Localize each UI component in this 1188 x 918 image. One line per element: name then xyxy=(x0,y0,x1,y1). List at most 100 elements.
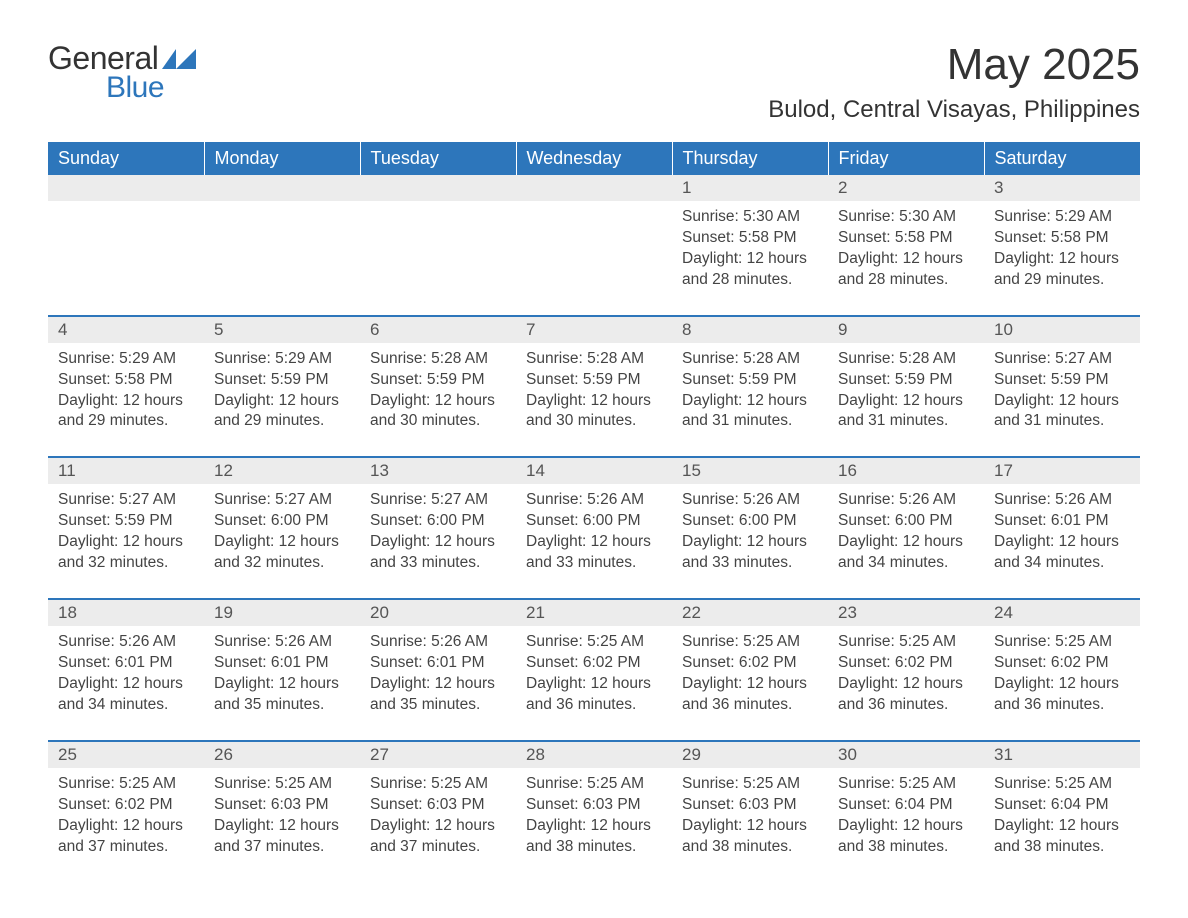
sunrise-line: Sunrise: 5:26 AM xyxy=(838,490,974,511)
sunrise-line: Sunrise: 5:28 AM xyxy=(838,349,974,370)
day-detail-cell: Sunrise: 5:25 AMSunset: 6:04 PMDaylight:… xyxy=(984,768,1140,882)
daylight-line: Daylight: 12 hours and 37 minutes. xyxy=(58,816,194,858)
day-detail-cell: Sunrise: 5:29 AMSunset: 5:59 PMDaylight:… xyxy=(204,343,360,458)
sunset-line: Sunset: 6:01 PM xyxy=(214,653,350,674)
daylight-line: Daylight: 12 hours and 29 minutes. xyxy=(994,249,1130,291)
sunrise-line: Sunrise: 5:28 AM xyxy=(682,349,818,370)
sunset-line: Sunset: 5:59 PM xyxy=(994,370,1130,391)
day-number-row: 25262728293031 xyxy=(48,741,1140,768)
day-detail-row: Sunrise: 5:25 AMSunset: 6:02 PMDaylight:… xyxy=(48,768,1140,882)
day-number-cell: 28 xyxy=(516,741,672,768)
day-detail-cell: Sunrise: 5:25 AMSunset: 6:03 PMDaylight:… xyxy=(672,768,828,882)
daylight-line: Daylight: 12 hours and 34 minutes. xyxy=(58,674,194,716)
daylight-line: Daylight: 12 hours and 29 minutes. xyxy=(58,391,194,433)
day-number-cell xyxy=(204,175,360,201)
title-block: May 2025 Bulod, Central Visayas, Philipp… xyxy=(768,40,1140,124)
daylight-line: Daylight: 12 hours and 36 minutes. xyxy=(994,674,1130,716)
sunrise-line: Sunrise: 5:29 AM xyxy=(58,349,194,370)
day-number-cell: 25 xyxy=(48,741,204,768)
day-detail-cell: Sunrise: 5:26 AMSunset: 6:01 PMDaylight:… xyxy=(48,626,204,741)
day-number-cell: 3 xyxy=(984,175,1140,201)
sunset-line: Sunset: 6:01 PM xyxy=(994,511,1130,532)
day-detail-cell: Sunrise: 5:26 AMSunset: 6:01 PMDaylight:… xyxy=(360,626,516,741)
sunset-line: Sunset: 6:03 PM xyxy=(526,795,662,816)
day-detail-cell: Sunrise: 5:26 AMSunset: 6:00 PMDaylight:… xyxy=(828,484,984,599)
day-detail-row: Sunrise: 5:29 AMSunset: 5:58 PMDaylight:… xyxy=(48,343,1140,458)
sunrise-line: Sunrise: 5:27 AM xyxy=(214,490,350,511)
day-detail-row: Sunrise: 5:26 AMSunset: 6:01 PMDaylight:… xyxy=(48,626,1140,741)
day-detail-cell: Sunrise: 5:25 AMSunset: 6:03 PMDaylight:… xyxy=(204,768,360,882)
sunset-line: Sunset: 6:02 PM xyxy=(838,653,974,674)
sunset-line: Sunset: 5:59 PM xyxy=(838,370,974,391)
daylight-line: Daylight: 12 hours and 38 minutes. xyxy=(526,816,662,858)
daylight-line: Daylight: 12 hours and 36 minutes. xyxy=(526,674,662,716)
daylight-line: Daylight: 12 hours and 36 minutes. xyxy=(682,674,818,716)
sunset-line: Sunset: 6:02 PM xyxy=(994,653,1130,674)
daylight-line: Daylight: 12 hours and 33 minutes. xyxy=(526,532,662,574)
sunset-line: Sunset: 5:59 PM xyxy=(526,370,662,391)
sunset-line: Sunset: 6:02 PM xyxy=(682,653,818,674)
daylight-line: Daylight: 12 hours and 32 minutes. xyxy=(58,532,194,574)
day-number-cell: 30 xyxy=(828,741,984,768)
day-detail-cell: Sunrise: 5:28 AMSunset: 5:59 PMDaylight:… xyxy=(360,343,516,458)
sunrise-line: Sunrise: 5:25 AM xyxy=(838,632,974,653)
day-number-cell: 11 xyxy=(48,457,204,484)
sunrise-line: Sunrise: 5:25 AM xyxy=(526,774,662,795)
sunset-line: Sunset: 5:59 PM xyxy=(58,511,194,532)
weekday-header: Tuesday xyxy=(360,142,516,175)
calendar-header-row: SundayMondayTuesdayWednesdayThursdayFrid… xyxy=(48,142,1140,175)
day-number-cell: 17 xyxy=(984,457,1140,484)
sunrise-line: Sunrise: 5:26 AM xyxy=(682,490,818,511)
day-detail-cell: Sunrise: 5:27 AMSunset: 6:00 PMDaylight:… xyxy=(204,484,360,599)
day-number-cell xyxy=(48,175,204,201)
sunset-line: Sunset: 6:02 PM xyxy=(58,795,194,816)
day-number-cell: 7 xyxy=(516,316,672,343)
day-number-cell: 19 xyxy=(204,599,360,626)
daylight-line: Daylight: 12 hours and 31 minutes. xyxy=(682,391,818,433)
sunset-line: Sunset: 5:59 PM xyxy=(370,370,506,391)
day-detail-row: Sunrise: 5:30 AMSunset: 5:58 PMDaylight:… xyxy=(48,201,1140,316)
day-detail-cell: Sunrise: 5:30 AMSunset: 5:58 PMDaylight:… xyxy=(828,201,984,316)
day-number-cell: 13 xyxy=(360,457,516,484)
sunset-line: Sunset: 5:58 PM xyxy=(838,228,974,249)
sunrise-line: Sunrise: 5:26 AM xyxy=(526,490,662,511)
day-number-cell: 31 xyxy=(984,741,1140,768)
day-detail-cell: Sunrise: 5:25 AMSunset: 6:04 PMDaylight:… xyxy=(828,768,984,882)
sunset-line: Sunset: 6:00 PM xyxy=(526,511,662,532)
sunset-line: Sunset: 5:58 PM xyxy=(682,228,818,249)
month-title: May 2025 xyxy=(768,40,1140,90)
daylight-line: Daylight: 12 hours and 38 minutes. xyxy=(994,816,1130,858)
daylight-line: Daylight: 12 hours and 35 minutes. xyxy=(214,674,350,716)
day-detail-cell: Sunrise: 5:25 AMSunset: 6:03 PMDaylight:… xyxy=(516,768,672,882)
day-detail-row: Sunrise: 5:27 AMSunset: 5:59 PMDaylight:… xyxy=(48,484,1140,599)
sunset-line: Sunset: 6:04 PM xyxy=(994,795,1130,816)
daylight-line: Daylight: 12 hours and 28 minutes. xyxy=(838,249,974,291)
sunrise-line: Sunrise: 5:30 AM xyxy=(838,207,974,228)
logo-text-blue: Blue xyxy=(106,71,164,105)
sunrise-line: Sunrise: 5:29 AM xyxy=(214,349,350,370)
sunrise-line: Sunrise: 5:27 AM xyxy=(994,349,1130,370)
day-number-cell: 8 xyxy=(672,316,828,343)
day-number-cell: 15 xyxy=(672,457,828,484)
day-number-cell xyxy=(516,175,672,201)
daylight-line: Daylight: 12 hours and 30 minutes. xyxy=(526,391,662,433)
sunrise-line: Sunrise: 5:26 AM xyxy=(214,632,350,653)
sunrise-line: Sunrise: 5:29 AM xyxy=(994,207,1130,228)
day-number-cell: 20 xyxy=(360,599,516,626)
day-number-cell: 16 xyxy=(828,457,984,484)
day-number-cell: 10 xyxy=(984,316,1140,343)
sunset-line: Sunset: 6:03 PM xyxy=(682,795,818,816)
day-number-cell: 27 xyxy=(360,741,516,768)
day-detail-cell xyxy=(48,201,204,316)
daylight-line: Daylight: 12 hours and 32 minutes. xyxy=(214,532,350,574)
day-detail-cell: Sunrise: 5:29 AMSunset: 5:58 PMDaylight:… xyxy=(984,201,1140,316)
daylight-line: Daylight: 12 hours and 34 minutes. xyxy=(838,532,974,574)
day-detail-cell: Sunrise: 5:25 AMSunset: 6:02 PMDaylight:… xyxy=(828,626,984,741)
day-detail-cell: Sunrise: 5:25 AMSunset: 6:02 PMDaylight:… xyxy=(516,626,672,741)
daylight-line: Daylight: 12 hours and 33 minutes. xyxy=(370,532,506,574)
sunset-line: Sunset: 6:02 PM xyxy=(526,653,662,674)
day-number-cell: 24 xyxy=(984,599,1140,626)
day-number-row: 45678910 xyxy=(48,316,1140,343)
day-detail-cell: Sunrise: 5:26 AMSunset: 6:00 PMDaylight:… xyxy=(516,484,672,599)
sunset-line: Sunset: 6:00 PM xyxy=(682,511,818,532)
